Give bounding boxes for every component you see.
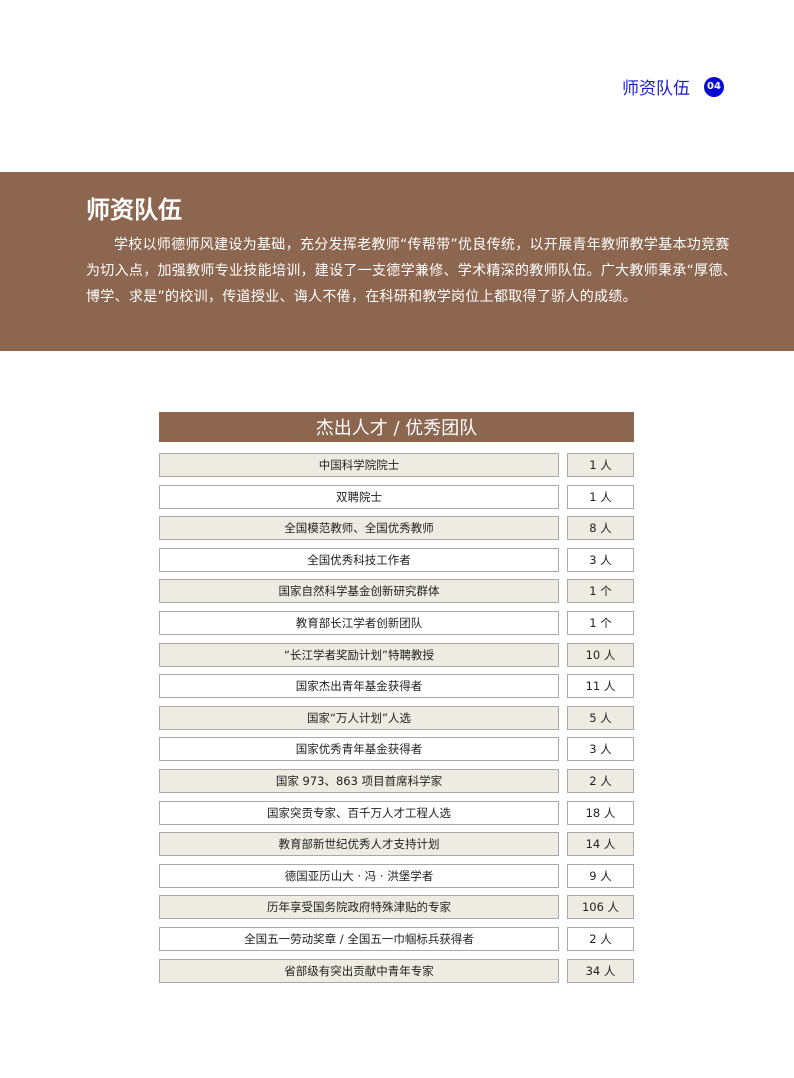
table-row: 全国优秀科技工作者 3 人 [159,547,634,572]
table-row: 省部级有突出贡献中青年专家 34 人 [159,958,634,983]
talent-table: 中国科学院院士 1 人双聘院士 1 人全国模范教师、全国优秀教师 8 人全国优秀科技工… [159,453,634,990]
banner-body: 学校以师德师风建设为基础，充分发挥老教师“传帮带”优良传统，以开展青年教师教学基… [86,237,738,305]
row-name: 教育部长江学者创新团队 [159,610,559,635]
row-name: 国家杰出青年基金获得者 [159,674,559,699]
table-row: 全国五一劳动奖章 / 全国五一巾帼标兵获得者 2 人 [159,926,634,951]
table-row: 国家 973、863 项目首席科学家 2 人 [159,768,634,793]
table-row: 国家突贡专家、百千万人才工程人选 18 人 [159,800,634,825]
row-count: 11 人 [567,674,634,699]
row-count: 18 人 [567,800,634,825]
row-name: 中国科学院院士 [159,453,559,477]
table-row: 全国模范教师、全国优秀教师 8 人 [159,516,634,541]
row-count: 3 人 [567,547,634,572]
intro-banner: 师资队伍 学校以师德师风建设为基础，充分发挥老教师“传帮带”优良传统，以开展青年… [0,172,794,351]
row-name: 教育部新世纪优秀人才支持计划 [159,832,559,857]
table-row: 教育部新世纪优秀人才支持计划 14 人 [159,832,634,857]
row-name: 国家“万人计划”人选 [159,705,559,730]
table-row: 国家自然科学基金创新研究群体 1 个 [159,579,634,604]
row-count: 9 人 [567,863,634,888]
table-row: 历年享受国务院政府特殊津贴的专家 106 人 [159,895,634,920]
row-count: 5 人 [567,705,634,730]
banner-title: 师资队伍 [86,196,182,224]
page-number-badge: 04 [704,76,724,97]
table-row: 双聘院士 1 人 [159,484,634,509]
row-count: 1 人 [567,484,634,509]
row-name: 德国亚历山大 · 冯 · 洪堡学者 [159,863,559,888]
section-title: 师资队伍 [622,79,690,99]
table-title: 杰出人才 / 优秀团队 [159,412,634,442]
table-row: 教育部长江学者创新团队 1 个 [159,610,634,635]
row-name: 全国模范教师、全国优秀教师 [159,516,559,541]
row-name: 全国五一劳动奖章 / 全国五一巾帼标兵获得者 [159,926,559,951]
row-name: 国家 973、863 项目首席科学家 [159,768,559,793]
table-row: “长江学者奖励计划”特聘教授 10 人 [159,642,634,667]
row-name: 国家自然科学基金创新研究群体 [159,579,559,604]
row-name: 国家优秀青年基金获得者 [159,737,559,762]
page-header: 师资队伍 04 [622,74,724,99]
row-name: “长江学者奖励计划”特聘教授 [159,642,559,667]
row-name: 全国优秀科技工作者 [159,547,559,572]
row-name: 省部级有突出贡献中青年专家 [159,958,559,983]
row-name: 历年享受国务院政府特殊津贴的专家 [159,895,559,920]
row-count: 1 个 [567,610,634,635]
table-row: 中国科学院院士 1 人 [159,453,634,477]
table-row: 德国亚历山大 · 冯 · 洪堡学者 9 人 [159,863,634,888]
row-count: 10 人 [567,642,634,667]
table-row: 国家“万人计划”人选 5 人 [159,705,634,730]
row-name: 双聘院士 [159,484,559,509]
row-count: 1 人 [567,453,634,477]
row-name: 国家突贡专家、百千万人才工程人选 [159,800,559,825]
row-count: 14 人 [567,832,634,857]
table-row: 国家优秀青年基金获得者 3 人 [159,737,634,762]
row-count: 2 人 [567,926,634,951]
row-count: 1 个 [567,579,634,604]
table-row: 国家杰出青年基金获得者 11 人 [159,674,634,699]
row-count: 8 人 [567,516,634,541]
row-count: 2 人 [567,768,634,793]
row-count: 106 人 [567,895,634,920]
row-count: 3 人 [567,737,634,762]
row-count: 34 人 [567,958,634,983]
